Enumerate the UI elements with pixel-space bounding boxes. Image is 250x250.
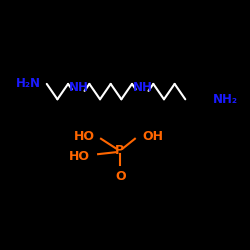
Text: NH₂: NH₂ — [214, 93, 238, 106]
Text: HO: HO — [74, 130, 95, 143]
Text: H₂N: H₂N — [16, 78, 41, 90]
Text: P: P — [115, 144, 124, 157]
Text: O: O — [115, 170, 126, 182]
Text: NH: NH — [69, 82, 89, 94]
Text: NH: NH — [133, 82, 152, 94]
Text: HO: HO — [69, 150, 90, 162]
Text: OH: OH — [143, 130, 164, 143]
